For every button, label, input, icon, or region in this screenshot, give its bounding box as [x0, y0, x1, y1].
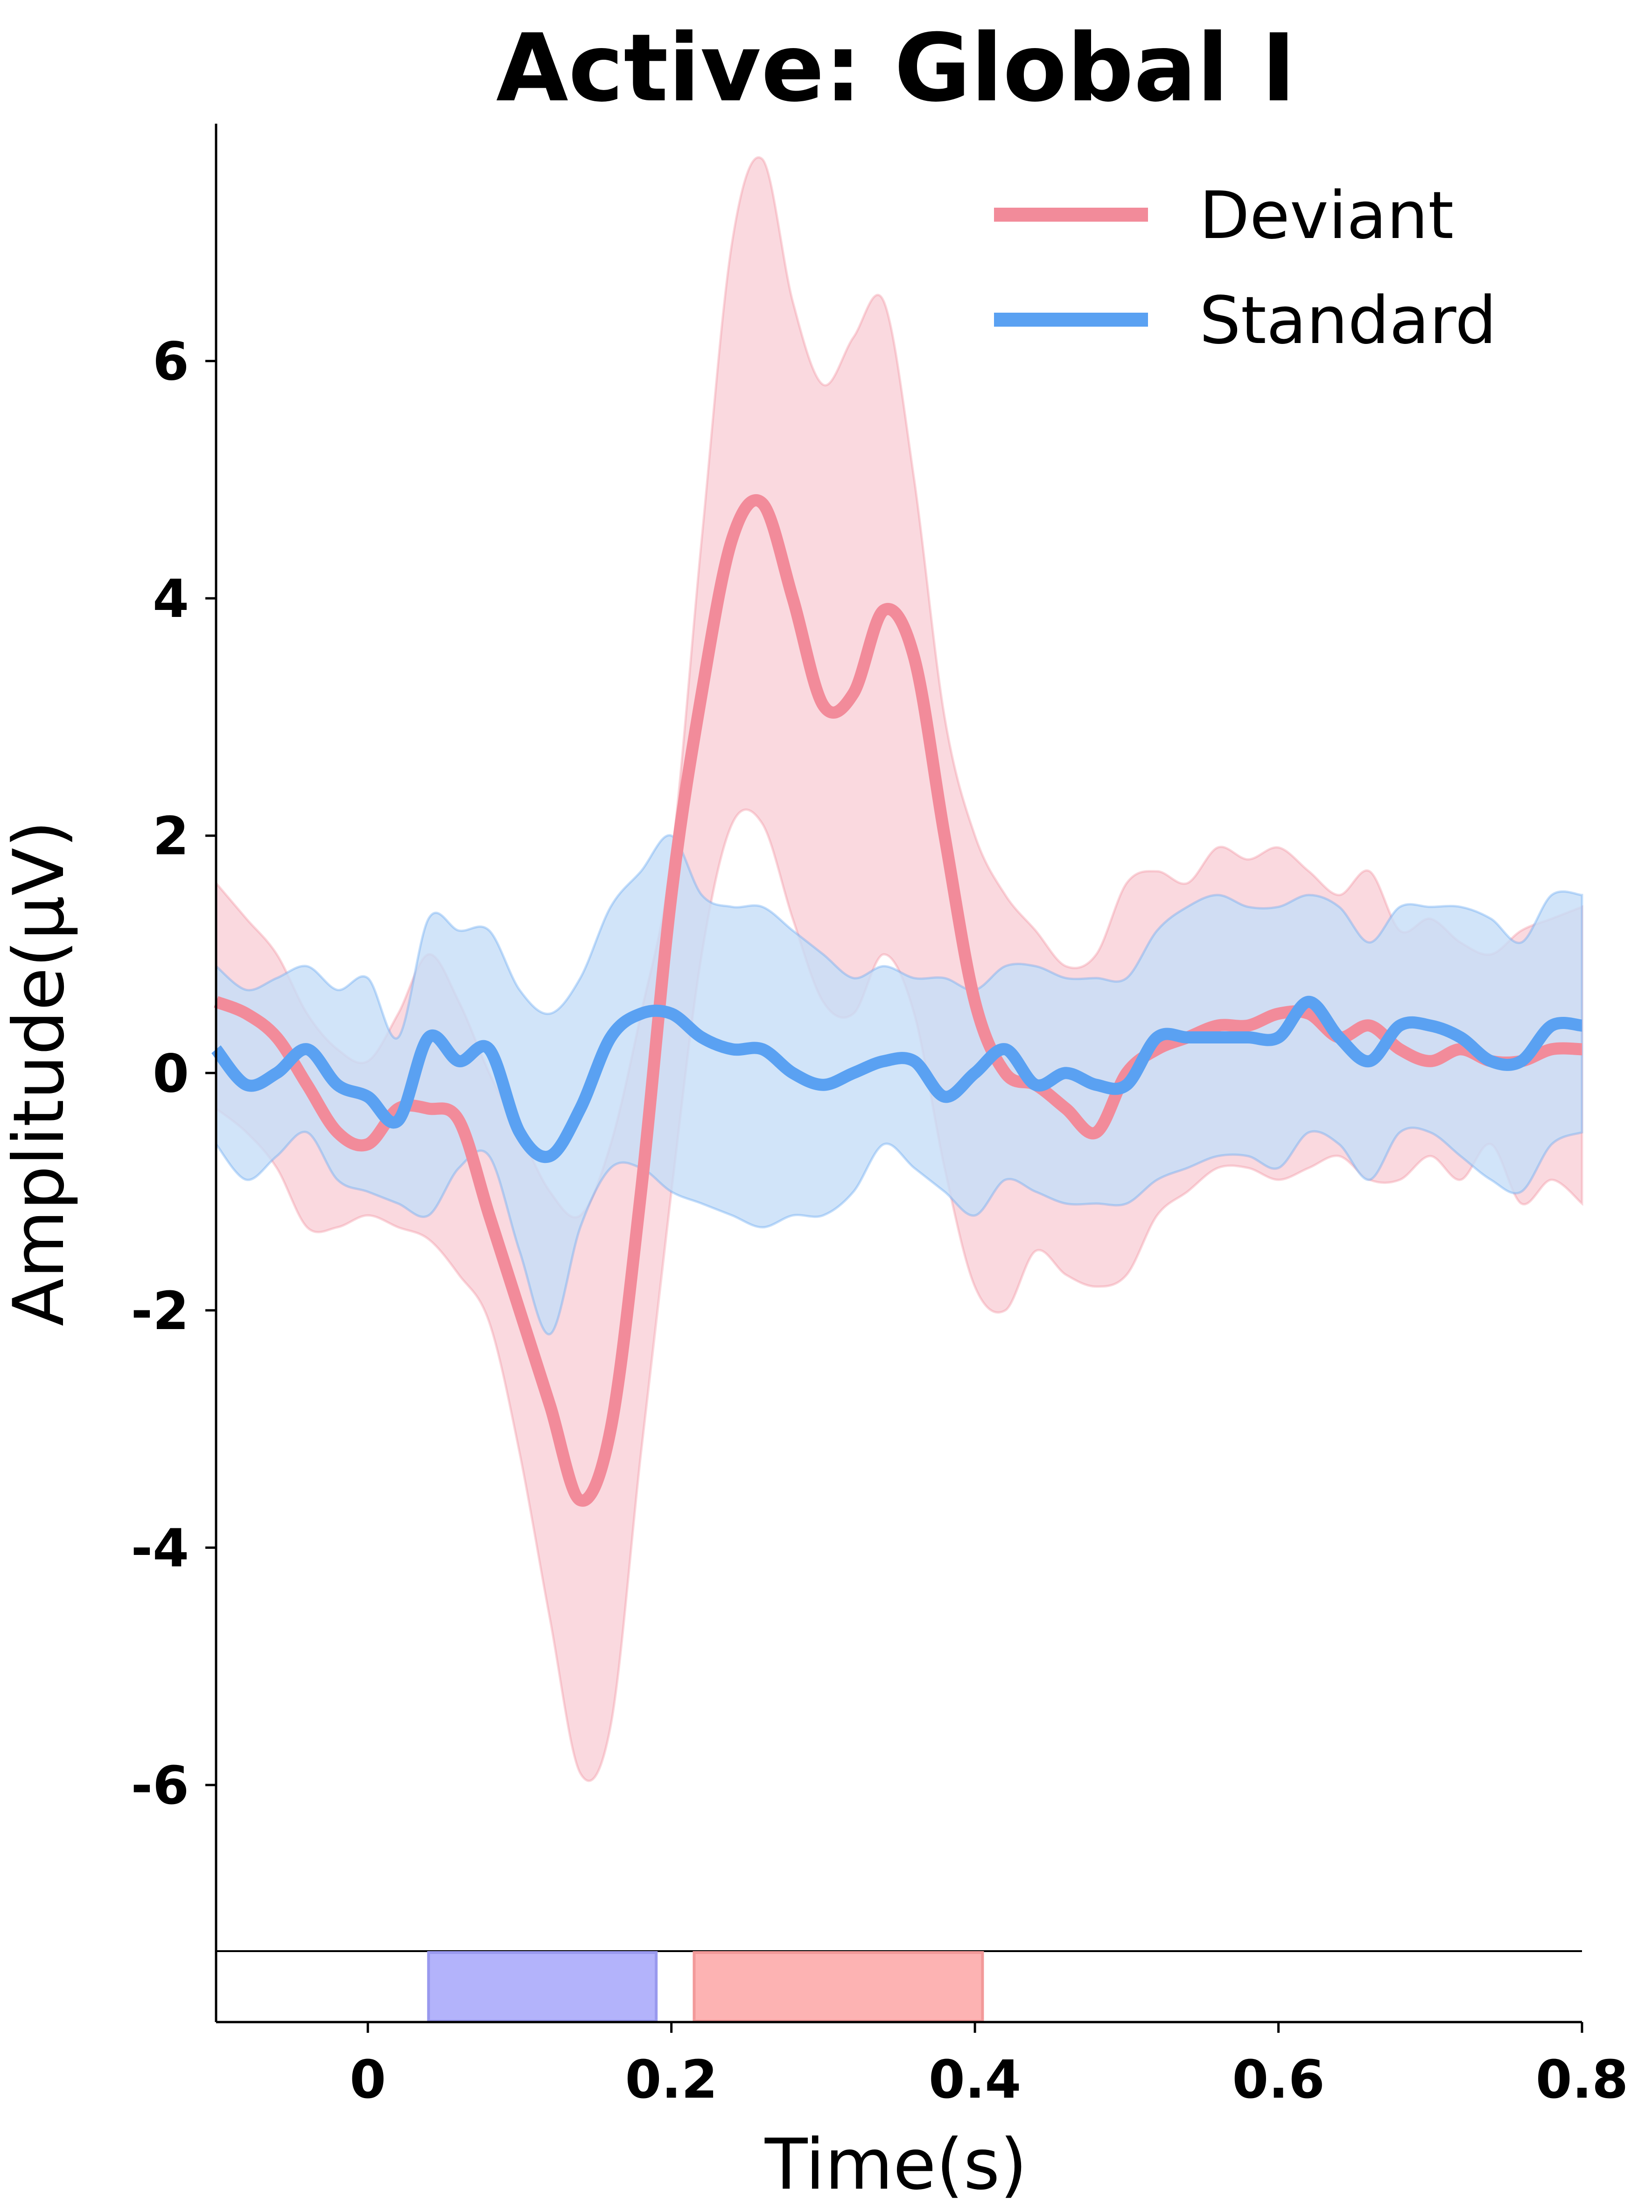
y-ticks: -6 -4 -2 0 2 4 6 — [131, 332, 216, 1816]
chart-title: Active: Global I — [496, 14, 1296, 123]
y-tick-label: -6 — [131, 1756, 189, 1816]
significance-band-2 — [693, 1951, 984, 2023]
axes: -6 -4 -2 0 2 4 6 0 0.2 0.4 0.6 0.8 — [131, 124, 1628, 2110]
y-tick-label: -4 — [131, 1518, 189, 1579]
y-tick-label: 6 — [153, 332, 189, 392]
series-lines — [211, 494, 1583, 1507]
series-line-standard — [211, 995, 1583, 1163]
x-tick-label: 0 — [350, 2050, 386, 2110]
x-tick-label: 0.6 — [1232, 2050, 1324, 2110]
x-tick-label: 0.2 — [625, 2050, 717, 2110]
x-axis-label: Time(s) — [764, 2124, 1027, 2205]
significance-track — [216, 1950, 1582, 2023]
y-tick-label: 4 — [153, 569, 189, 630]
y-tick-label: 2 — [153, 806, 189, 867]
confidence-bands — [215, 156, 1583, 1782]
confidence-band-standard — [215, 834, 1583, 1336]
x-tick-label: 0.8 — [1536, 2050, 1628, 2110]
significance-bands — [427, 1951, 984, 2023]
legend-label-deviant: Deviant — [1199, 178, 1454, 254]
x-tick-label: 0.4 — [929, 2050, 1021, 2110]
legend: Deviant Standard — [994, 178, 1497, 359]
y-tick-label: -2 — [131, 1281, 189, 1342]
y-axis-label: Amplitude(μV) — [0, 820, 80, 1326]
legend-label-standard: Standard — [1199, 283, 1497, 359]
significance-band-1 — [427, 1951, 658, 2023]
y-tick-label: 0 — [153, 1043, 189, 1104]
series-line-deviant — [214, 494, 1582, 1507]
x-ticks: 0 0.2 0.4 0.6 0.8 — [350, 2022, 1628, 2110]
